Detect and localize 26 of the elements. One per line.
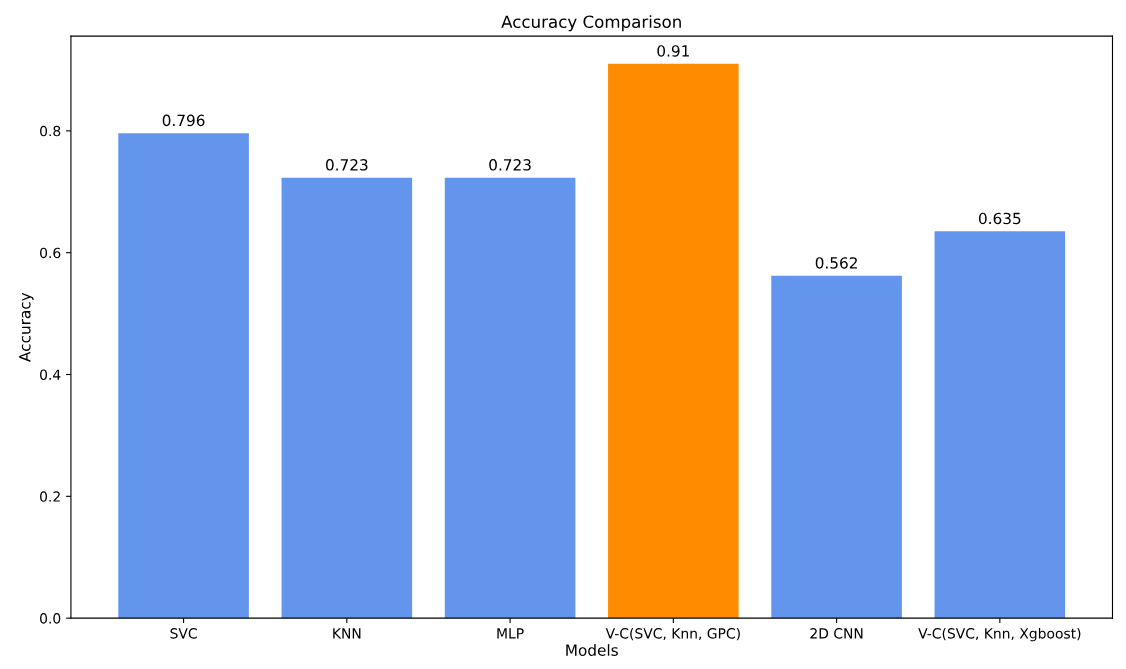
x-tick-label: V-C(SVC, Knn, Xgboost) bbox=[918, 627, 1081, 642]
x-tick-label: 2D CNN bbox=[810, 628, 863, 639]
x-tick-label: V-C(SVC, Knn, GPC) bbox=[605, 627, 740, 641]
bar bbox=[281, 177, 413, 619]
y-tick-label: 0.8 bbox=[40, 125, 61, 137]
data-label: 0.723 bbox=[489, 159, 531, 171]
y-tick-label: 0.0 bbox=[40, 613, 61, 624]
chart-title: Accuracy Comparison bbox=[501, 15, 681, 32]
bar bbox=[118, 133, 249, 619]
data-label: 0.723 bbox=[325, 159, 368, 171]
x-tick-label: SVC bbox=[170, 628, 197, 639]
bar bbox=[444, 177, 576, 619]
bar bbox=[934, 231, 1066, 619]
y-axis-title: Accuracy bbox=[19, 292, 34, 362]
data-label: 0.562 bbox=[815, 257, 857, 269]
bar bbox=[608, 63, 739, 619]
data-label: 0.796 bbox=[162, 114, 205, 127]
data-label: 0.635 bbox=[978, 212, 1021, 225]
y-tick-label: 0.6 bbox=[40, 247, 61, 259]
bar bbox=[771, 275, 902, 619]
data-label: 0.91 bbox=[657, 45, 689, 57]
y-tick-label: 0.2 bbox=[40, 491, 60, 502]
x-tick-label: MLP bbox=[497, 628, 524, 639]
x-tick-label: KNN bbox=[333, 628, 361, 639]
y-tick-label: 0.4 bbox=[40, 369, 61, 380]
x-axis-title: Models bbox=[566, 644, 618, 656]
